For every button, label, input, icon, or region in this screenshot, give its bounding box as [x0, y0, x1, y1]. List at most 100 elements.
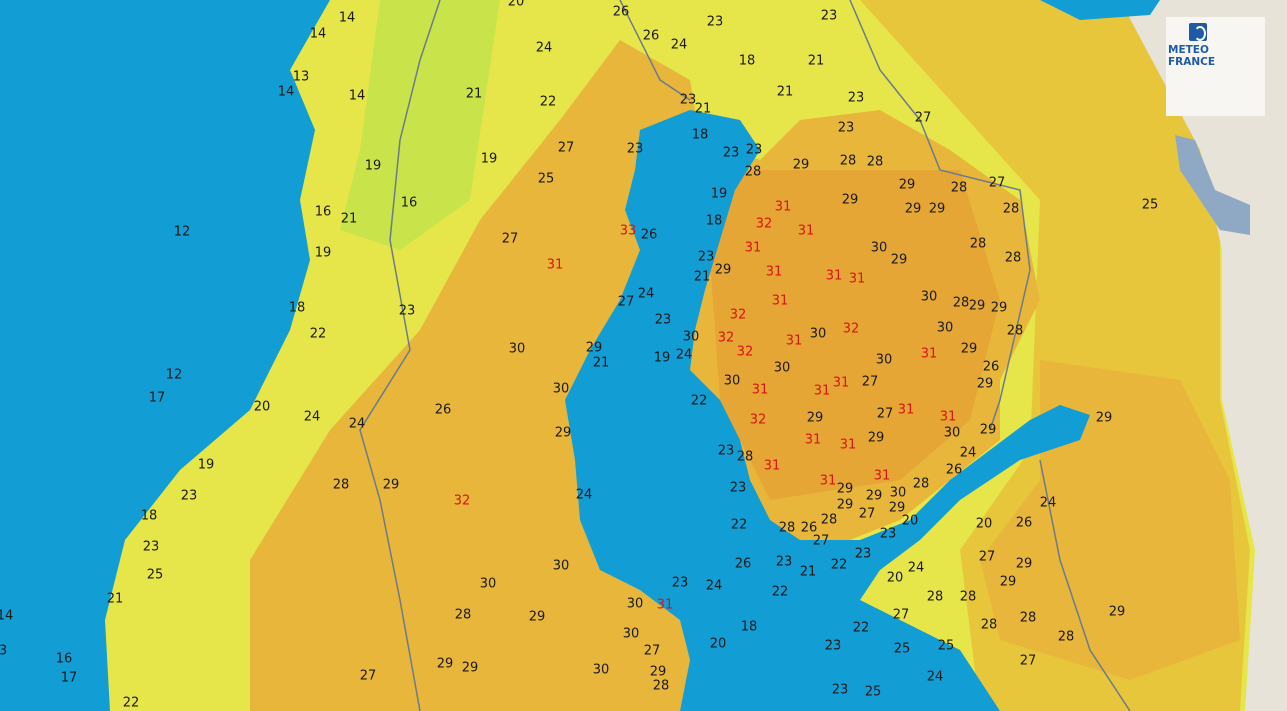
temperature-label: 30 — [890, 486, 907, 501]
temperature-label: 28 — [1007, 324, 1024, 339]
temperature-label: 16 — [315, 205, 332, 220]
temperature-label: 16 — [56, 652, 73, 667]
temperature-label: 13 — [293, 70, 310, 85]
temperature-label: 21 — [107, 592, 124, 607]
temperature-label: 20 — [508, 0, 525, 10]
temperature-label: 29 — [889, 501, 906, 516]
temperature-label: 29 — [891, 253, 908, 268]
temperature-label: 26 — [643, 29, 660, 44]
temperature-label: 29 — [905, 202, 922, 217]
temperature-label: 18 — [289, 301, 306, 316]
temperature-label: 18 — [141, 509, 158, 524]
temperature-label: 21 — [466, 87, 483, 102]
temperature-label: 29 — [462, 661, 479, 676]
meteo-france-logo: METEO FRANCE — [1166, 17, 1265, 116]
temperature-label: 29 — [807, 411, 824, 426]
temperature-label: 29 — [1109, 605, 1126, 620]
temperature-label: 25 — [538, 172, 555, 187]
temperature-label: 31 — [657, 598, 674, 613]
temperature-label: 29 — [437, 657, 454, 672]
temperature-label: 19 — [711, 187, 728, 202]
temperature-label: 12 — [166, 368, 183, 383]
border-finland-russia — [849, 0, 1031, 431]
temperature-label: 23 — [848, 91, 865, 106]
temperature-label: 19 — [198, 458, 215, 473]
temperature-label: 31 — [814, 384, 831, 399]
temperature-label: 30 — [871, 241, 888, 256]
temperature-label: 28 — [653, 679, 670, 694]
temperature-label: 27 — [862, 375, 879, 390]
temperature-label: 27 — [979, 550, 996, 565]
temperature-label: 28 — [840, 154, 857, 169]
temperature-label: 24 — [960, 446, 977, 461]
temperature-label: 26 — [613, 5, 630, 20]
temperature-label: 28 — [1058, 630, 1075, 645]
temperature-label: 23 — [655, 313, 672, 328]
temperature-label: 29 — [586, 341, 603, 356]
temperature-label: 22 — [731, 518, 748, 533]
temperature-label: 30 — [937, 321, 954, 336]
temperature-label: 23 — [718, 444, 735, 459]
temperature-label: 22 — [123, 696, 140, 711]
temperature-label: 27 — [1020, 654, 1037, 669]
temperature-label: 16 — [401, 196, 418, 211]
temperature-label: 29 — [980, 423, 997, 438]
temperature-label: 28 — [333, 478, 350, 493]
temperature-label: 32 — [454, 494, 471, 509]
temperature-label: 29 — [969, 299, 986, 314]
border-norway-sweden — [359, 0, 441, 711]
temperature-label: 25 — [1142, 198, 1159, 213]
temperature-label: 28 — [1005, 251, 1022, 266]
temperature-label: 22 — [691, 394, 708, 409]
temperature-label: 24 — [576, 488, 593, 503]
temperature-label: 24 — [536, 41, 553, 56]
temperature-label: 28 — [981, 618, 998, 633]
temperature-label: 32 — [718, 331, 735, 346]
temperature-label: 24 — [927, 670, 944, 685]
temperature-label: 14 — [0, 609, 13, 624]
temperature-label: 21 — [808, 54, 825, 69]
temperature-label: 29 — [715, 263, 732, 278]
temperature-label: 18 — [692, 128, 709, 143]
temperature-label: 23 — [825, 639, 842, 654]
temperature-label: 18 — [741, 620, 758, 635]
temperature-label: 27 — [859, 507, 876, 522]
temperature-label: 20 — [902, 514, 919, 529]
temperature-label: 26 — [946, 463, 963, 478]
temperature-label: 31 — [752, 383, 769, 398]
temperature-label: 17 — [61, 671, 78, 686]
temperature-label: 24 — [1040, 496, 1057, 511]
temperature-label: 33 — [620, 224, 637, 239]
temperature-label: 32 — [756, 217, 773, 232]
temperature-label: 14 — [278, 85, 295, 100]
temperature-label: 32 — [750, 413, 767, 428]
temperature-label: 30 — [774, 361, 791, 376]
temperature-label: 20 — [976, 517, 993, 532]
temperature-label: 23 — [143, 540, 160, 555]
temperature-label: 28 — [821, 513, 838, 528]
beige-zone — [1120, 0, 1287, 711]
temperature-label: 23 — [855, 547, 872, 562]
temperature-label: 29 — [555, 426, 572, 441]
temperature-label: 29 — [837, 482, 854, 497]
temperature-label: 20 — [887, 571, 904, 586]
temperature-label: 29 — [977, 377, 994, 392]
temperature-label: 20 — [710, 637, 727, 652]
temperature-label: 26 — [641, 228, 658, 243]
temperature-label: 22 — [772, 585, 789, 600]
temperature-label: 31 — [766, 265, 783, 280]
temperature-label: 29 — [866, 489, 883, 504]
temperature-label: 28 — [737, 450, 754, 465]
temperature-label: 24 — [304, 410, 321, 425]
temperature-label: 29 — [529, 610, 546, 625]
temperature-label: 23 — [698, 250, 715, 265]
temperature-label: 30 — [553, 559, 570, 574]
temperature-label: 27 — [618, 295, 635, 310]
temperature-label: 30 — [876, 353, 893, 368]
temperature-label: 29 — [929, 202, 946, 217]
temperature-label: 30 — [944, 426, 961, 441]
temperature-label: 21 — [695, 102, 712, 117]
temperature-label: 31 — [921, 347, 938, 362]
temperature-label: 32 — [737, 345, 754, 360]
